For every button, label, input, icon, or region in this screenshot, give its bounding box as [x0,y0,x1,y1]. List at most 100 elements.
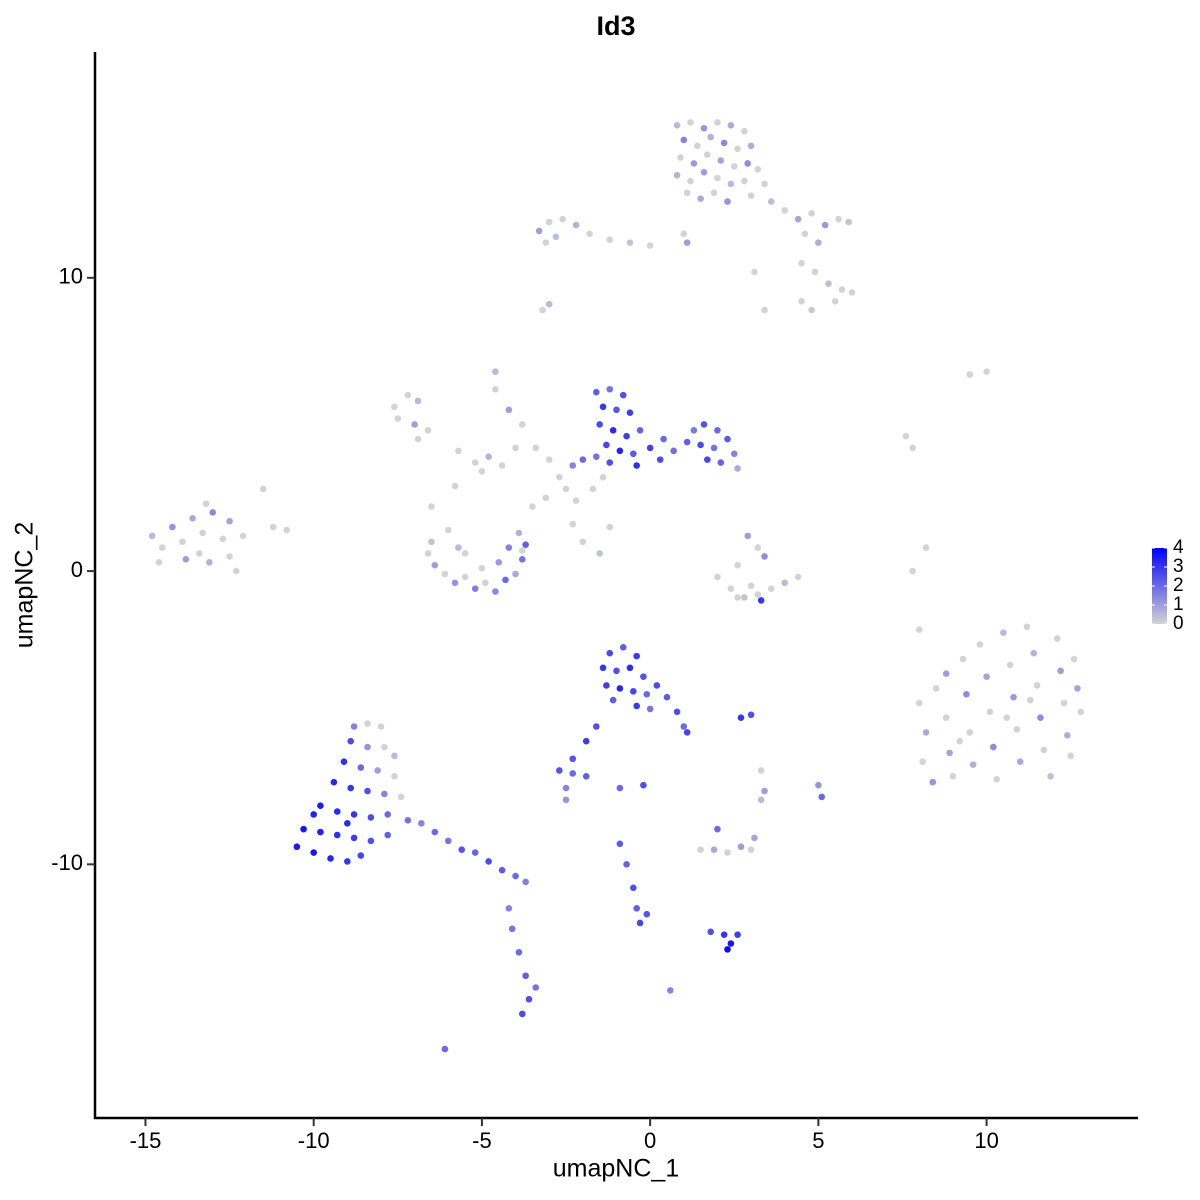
point [431,828,439,836]
point [707,133,715,141]
point [347,737,355,745]
point [761,306,768,314]
point [512,872,519,880]
point [916,626,923,634]
point [724,946,731,953]
point [518,547,526,554]
point [1040,746,1048,754]
point [687,119,694,126]
point [630,450,637,458]
point [404,391,412,399]
point [596,421,603,428]
point [559,215,566,223]
point [444,526,452,534]
point [616,685,624,692]
point [461,550,469,557]
point [619,644,627,651]
point [623,432,630,440]
point [697,846,704,853]
point [522,972,529,980]
point [737,843,745,851]
point [714,119,721,126]
point [798,297,805,305]
point [747,192,755,199]
point [741,177,748,185]
point [616,447,624,455]
point [633,702,640,710]
point [1057,667,1064,675]
point [673,122,681,129]
point [330,778,338,786]
point [199,529,206,537]
legend-label: 2 [1173,575,1184,596]
point [646,242,654,249]
point [1033,682,1041,689]
point [512,570,519,578]
point [1064,731,1071,739]
point [700,124,708,132]
point [623,861,630,868]
point [700,168,708,176]
x-tick-label: -5 [472,1128,492,1153]
point [838,286,846,293]
point [727,585,735,592]
point [730,163,738,170]
point [1023,623,1031,631]
point [1003,714,1011,722]
point [754,544,762,551]
point [744,160,752,167]
point [384,831,392,839]
point [966,371,974,378]
point [683,438,691,446]
point [518,556,526,563]
point [747,582,755,590]
point [848,289,856,296]
point [593,453,600,460]
point [582,737,590,745]
point [667,987,674,994]
point [986,708,994,716]
point [734,465,741,472]
point [498,462,506,469]
colorbar [1152,548,1167,624]
point [451,579,459,587]
point [518,421,526,428]
point [626,409,634,417]
point [919,758,926,765]
point [293,843,301,851]
point [525,995,533,1003]
point [572,221,580,229]
point [283,526,291,534]
y-tick-label: 0 [71,557,83,582]
point [1060,699,1068,707]
point [929,778,937,786]
point [1037,714,1044,722]
point [522,541,529,548]
point [1000,629,1007,636]
point [714,174,721,182]
point [677,154,684,161]
point [606,523,614,531]
point [1030,649,1037,657]
point [542,494,550,502]
point [963,690,970,698]
point [754,591,762,598]
point [414,397,422,405]
point [270,523,277,531]
point [734,145,741,153]
point [969,761,977,768]
point [404,817,412,824]
point [727,940,735,947]
point [825,280,832,287]
point [411,421,418,428]
point [492,588,499,595]
point [1013,726,1021,733]
point [1027,696,1034,704]
point [492,385,499,393]
x-axis-title: umapNC_1 [553,1155,679,1183]
point [599,664,607,672]
point [202,500,210,507]
point [922,729,930,736]
point [845,218,852,226]
point [646,705,654,713]
